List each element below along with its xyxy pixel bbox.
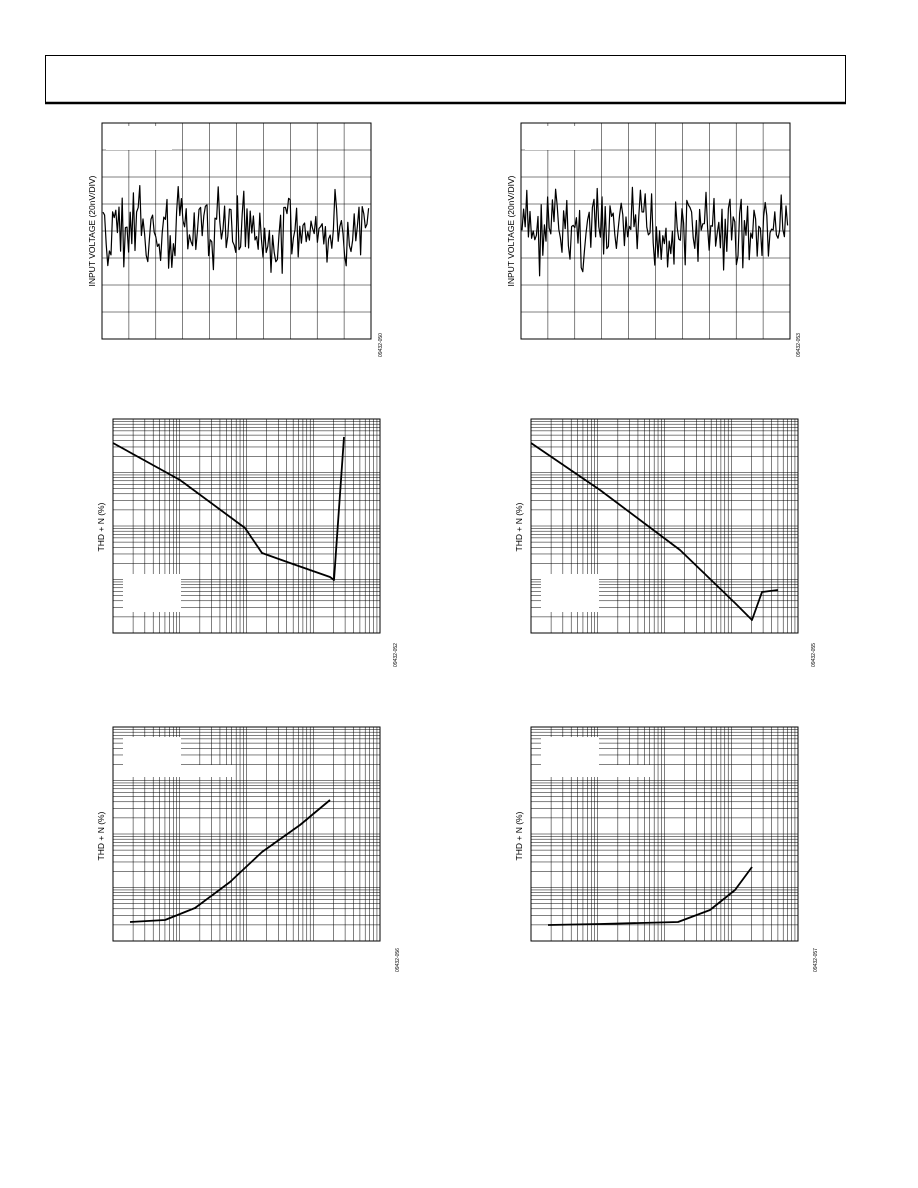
plot-frame — [520, 122, 791, 340]
noise-trace — [521, 186, 789, 277]
legend-box — [106, 126, 172, 150]
legend-box — [541, 737, 599, 765]
y-axis-label: THD + N (%) — [96, 502, 106, 551]
plot-frame — [530, 418, 799, 634]
y-axis-label: THD + N (%) — [514, 502, 524, 551]
plots — [101, 122, 799, 942]
figure-code: 09432-053 — [796, 333, 802, 357]
legend-box — [541, 765, 653, 777]
plot-frame — [112, 418, 381, 634]
y-axis-label: INPUT VOLTAGE (20nV/DIV) — [506, 175, 516, 286]
figure-code: 09432-052 — [393, 643, 399, 667]
legend-box — [123, 765, 235, 777]
figure-code: 09432-056 — [395, 948, 401, 972]
plot-frame — [112, 726, 381, 942]
plot-frame — [101, 122, 372, 340]
y-axis-label: THD + N (%) — [96, 811, 106, 860]
noise-trace — [102, 185, 370, 274]
legend-box — [541, 574, 599, 612]
curve — [112, 436, 345, 581]
plot-frame — [530, 726, 799, 942]
y-axis-label: INPUT VOLTAGE (20nV/DIV) — [87, 175, 97, 286]
legend-box — [123, 737, 181, 765]
curve — [530, 442, 779, 621]
legend-box — [123, 574, 181, 612]
figure-code: 09432-050 — [378, 333, 384, 357]
curve — [547, 866, 753, 926]
header-box — [45, 55, 846, 104]
curve — [129, 799, 331, 923]
figure-code: 09432-055 — [811, 643, 817, 667]
legend-box — [525, 126, 591, 150]
figure-code: 09432-057 — [813, 948, 819, 972]
y-axis-label: THD + N (%) — [514, 811, 524, 860]
